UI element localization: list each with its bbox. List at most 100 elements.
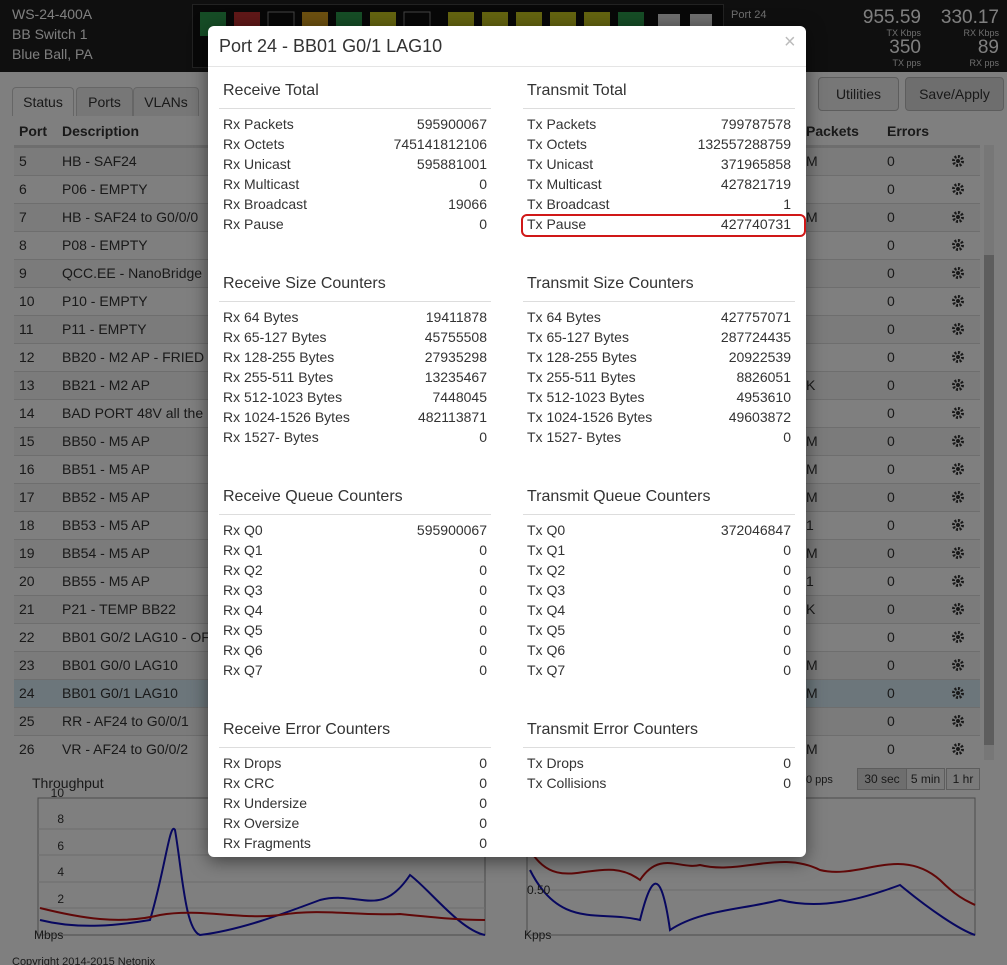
counter-value: 0 xyxy=(783,642,791,658)
counter-label: Tx 65-127 Bytes xyxy=(527,329,629,345)
counter-value: 27935298 xyxy=(424,349,487,365)
counter-value: 1 xyxy=(783,196,791,212)
counter-value: 49603872 xyxy=(728,409,791,425)
counter-value: 0 xyxy=(783,662,791,678)
counter-value: 0 xyxy=(208,853,487,857)
counter-label: Tx Octets xyxy=(527,136,587,152)
counter-label: Tx Pause xyxy=(527,216,587,232)
counter-label: Rx 1527- Bytes xyxy=(223,429,319,445)
counter-value: 371965858 xyxy=(720,156,791,172)
counter-label: Rx Fragments xyxy=(223,835,311,851)
section-title: Transmit Error Counters xyxy=(527,721,698,738)
counter-label: Tx Q4 xyxy=(527,602,566,618)
counter-label: Rx 128-255 Bytes xyxy=(223,349,335,365)
section-title: Receive Error Counters xyxy=(223,721,391,738)
section-rule xyxy=(219,747,491,748)
counter-value: 19411878 xyxy=(425,309,487,325)
counter-value: 0 xyxy=(479,582,487,598)
counter-value: 0 xyxy=(783,755,791,771)
counter-label: Tx Packets xyxy=(527,116,597,132)
counter-label: Rx Q0 xyxy=(223,522,263,538)
counter-value: 0 xyxy=(783,562,791,578)
counter-label: Rx Q6 xyxy=(223,642,263,658)
counter-label: Rx 64 Bytes xyxy=(223,309,299,325)
counter-label: Tx 1527- Bytes xyxy=(527,429,622,445)
counter-value: 0 xyxy=(479,662,487,678)
counter-label: Rx Q7 xyxy=(223,662,263,678)
counter-label: Rx Drops xyxy=(223,755,282,771)
close-button[interactable]: × xyxy=(784,31,796,53)
counter-value: 0 xyxy=(783,582,791,598)
counter-value: 0 xyxy=(479,622,487,638)
counter-label: Rx Undersize xyxy=(223,795,308,811)
counter-label: Tx Collisions xyxy=(527,775,607,791)
counter-label: Tx Q0 xyxy=(527,522,566,538)
counter-label: Rx Unicast xyxy=(223,156,291,172)
counter-label: Rx Jabber xyxy=(223,853,287,857)
counter-value: 0 xyxy=(479,755,487,771)
counter-value: 0 xyxy=(479,835,487,851)
counter-label: Rx Q3 xyxy=(223,582,263,598)
section-title: Receive Queue Counters xyxy=(223,488,403,505)
counter-value: 132557288759 xyxy=(697,136,791,152)
counter-label: Rx Pause xyxy=(223,216,284,232)
counter-label: Rx CRC xyxy=(223,775,275,791)
counter-value: 0 xyxy=(479,642,487,658)
counter-value: 0 xyxy=(479,562,487,578)
counter-value: 20922539 xyxy=(728,349,791,365)
counter-value: 427757071 xyxy=(720,309,791,325)
counter-value: 0 xyxy=(783,602,791,618)
counter-value: 0 xyxy=(479,429,487,445)
counter-label: Tx 255-511 Bytes xyxy=(527,369,636,385)
counter-value: 7448045 xyxy=(432,389,487,405)
counter-label: Rx 255-511 Bytes xyxy=(223,369,334,385)
counter-value: 372046847 xyxy=(720,522,791,538)
counter-value: 0 xyxy=(783,775,791,791)
counter-value: 0 xyxy=(479,815,487,831)
counter-value: 13235467 xyxy=(424,369,487,385)
counter-label: Tx Multicast xyxy=(527,176,602,192)
counter-label: Tx 64 Bytes xyxy=(527,309,601,325)
counter-label: Rx Q5 xyxy=(223,622,263,638)
section-rule xyxy=(219,514,491,515)
counter-value: 0 xyxy=(783,429,791,445)
counter-value: 427740731 xyxy=(720,216,791,232)
highlight-ring xyxy=(521,214,806,237)
counter-label: Tx Broadcast xyxy=(527,196,610,212)
counter-label: Rx 512-1023 Bytes xyxy=(223,389,343,405)
counter-label: Rx 65-127 Bytes xyxy=(223,329,327,345)
counter-value: 745141812106 xyxy=(393,136,487,152)
counter-label: Tx Q7 xyxy=(527,662,566,678)
counter-label: Tx Q1 xyxy=(527,542,566,558)
counter-label: Rx Octets xyxy=(223,136,285,152)
modal-title: Port 24 - BB01 G0/1 LAG10 xyxy=(219,36,443,56)
counter-label: Tx 1024-1526 Bytes xyxy=(527,409,653,425)
modal: Port 24 - BB01 G0/1 LAG10 × Receive Total R… xyxy=(208,26,806,857)
counter-label: Rx Broadcast xyxy=(223,196,308,212)
counter-value: 595900067 xyxy=(416,116,487,132)
counter-value: 0 xyxy=(783,542,791,558)
counter-value: 0 xyxy=(479,176,487,192)
counter-label: Tx Q5 xyxy=(527,622,566,638)
counter-value: 19066 xyxy=(448,196,487,212)
counter-value: 0 xyxy=(479,795,487,811)
section-title: Transmit Queue Counters xyxy=(527,488,711,505)
counter-label: Tx Q6 xyxy=(527,642,566,658)
counter-label: Rx 1024-1526 Bytes xyxy=(223,409,350,425)
section-title: Transmit Size Counters xyxy=(527,275,694,292)
section-title: Receive Size Counters xyxy=(223,275,386,292)
counter-value: 0 xyxy=(479,602,487,618)
section-title: Transmit Total xyxy=(527,82,627,99)
counter-label: Tx Drops xyxy=(527,755,584,771)
counter-value: 0 xyxy=(783,622,791,638)
counter-value: 8826051 xyxy=(736,369,791,385)
section-rule xyxy=(219,108,491,109)
counter-value: 482113871 xyxy=(417,409,487,425)
modal-header-border xyxy=(208,66,806,67)
section-rule xyxy=(523,747,795,748)
counter-label: Tx 128-255 Bytes xyxy=(527,349,637,365)
section-rule xyxy=(523,514,795,515)
counter-value: 427821719 xyxy=(720,176,791,192)
counter-label: Rx Q2 xyxy=(223,562,263,578)
